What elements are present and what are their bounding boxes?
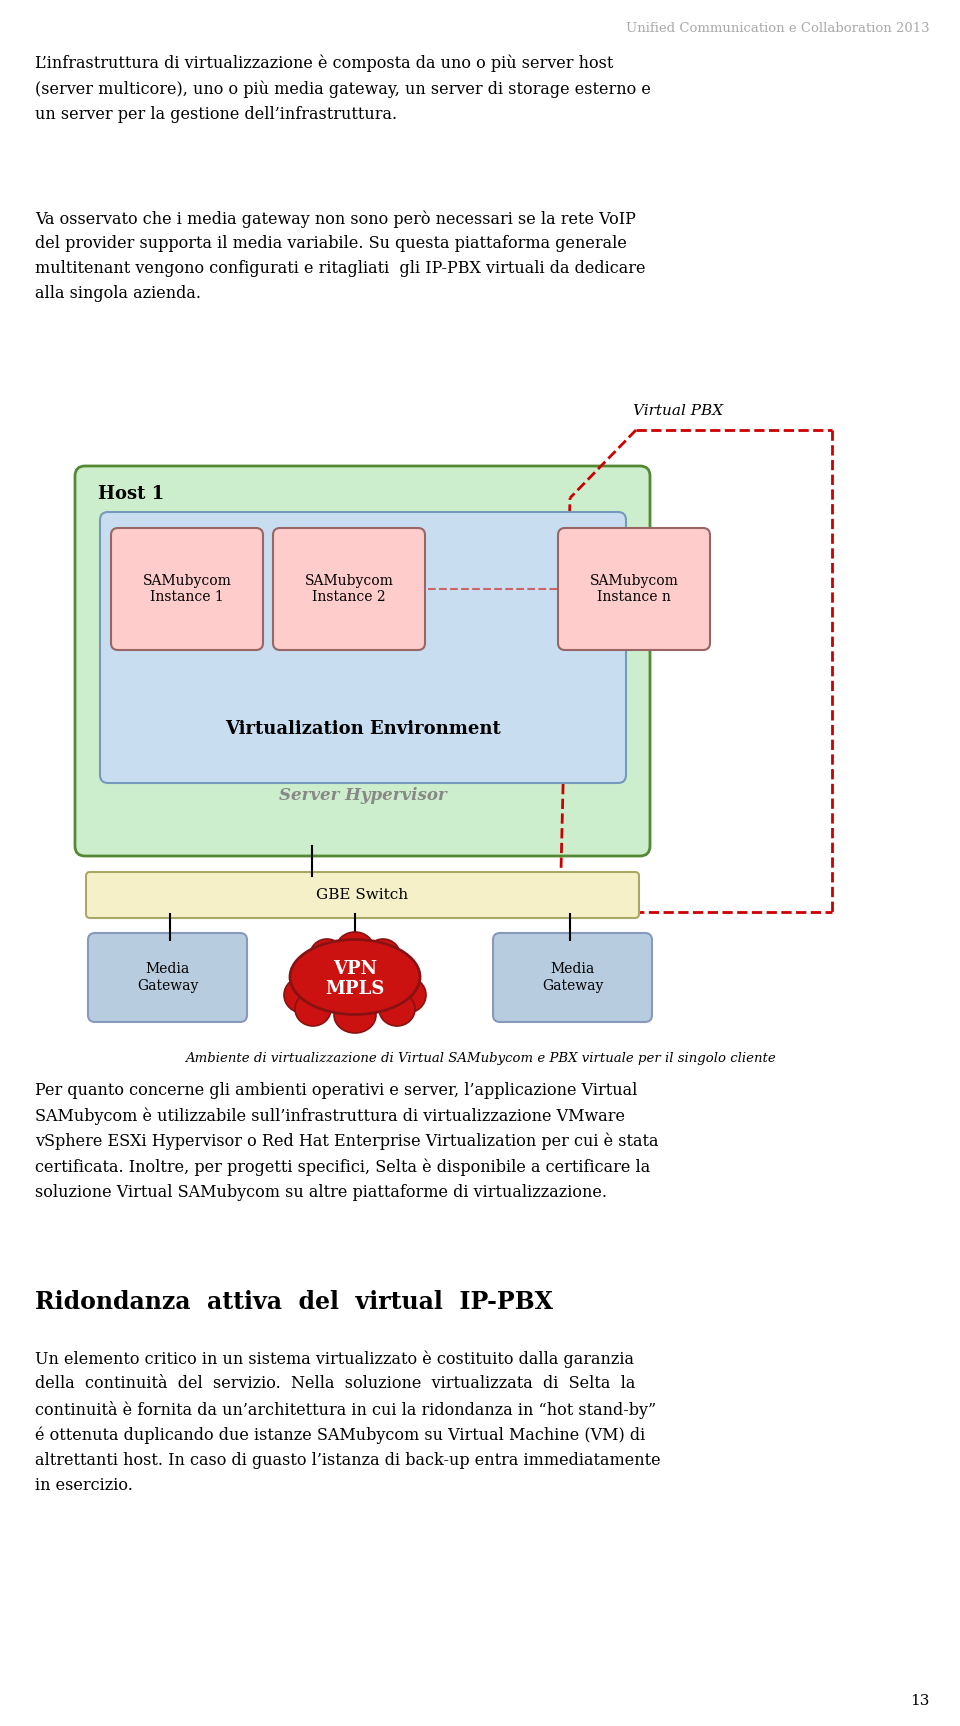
FancyBboxPatch shape [111, 528, 263, 651]
Text: Virtualization Environment: Virtualization Environment [226, 720, 501, 739]
Text: VPN
MPLS: VPN MPLS [325, 960, 385, 998]
Text: SAMubycom
Instance 1: SAMubycom Instance 1 [143, 575, 231, 604]
Text: Un elemento critico in un sistema virtualizzato è costituito dalla garanzia
dell: Un elemento critico in un sistema virtua… [35, 1350, 660, 1495]
Text: Media
Gateway: Media Gateway [541, 963, 603, 992]
FancyBboxPatch shape [493, 934, 652, 1022]
Text: Ridondanza  attiva  del  virtual  IP-PBX: Ridondanza attiva del virtual IP-PBX [35, 1289, 553, 1313]
Ellipse shape [295, 992, 331, 1025]
Text: Ambiente di virtualizzazione di Virtual SAMubycom e PBX virtuale per il singolo : Ambiente di virtualizzazione di Virtual … [184, 1053, 776, 1065]
Text: SAMubycom
Instance 2: SAMubycom Instance 2 [304, 575, 394, 604]
FancyBboxPatch shape [100, 513, 626, 784]
FancyBboxPatch shape [86, 872, 639, 918]
Text: Host 1: Host 1 [98, 485, 164, 502]
Ellipse shape [388, 977, 426, 1013]
Text: L’infrastruttura di virtualizzazione è composta da uno o più server host
(server: L’infrastruttura di virtualizzazione è c… [35, 55, 651, 123]
Text: Media
Gateway: Media Gateway [137, 963, 198, 992]
Ellipse shape [284, 977, 322, 1013]
Text: Per quanto concerne gli ambienti operativi e server, l’applicazione Virtual
SAMu: Per quanto concerne gli ambienti operati… [35, 1082, 659, 1201]
Ellipse shape [379, 992, 415, 1025]
Ellipse shape [310, 939, 344, 972]
Ellipse shape [336, 932, 374, 967]
FancyBboxPatch shape [558, 528, 710, 651]
Text: GBE Switch: GBE Switch [317, 887, 409, 903]
Ellipse shape [366, 939, 400, 972]
Text: Va osservato che i media gateway non sono però necessari se la rete VoIP
del pro: Va osservato che i media gateway non son… [35, 211, 645, 302]
Ellipse shape [290, 939, 420, 1015]
Text: Server Hypervisor: Server Hypervisor [279, 787, 446, 804]
Text: Virtual PBX: Virtual PBX [633, 404, 723, 418]
FancyBboxPatch shape [273, 528, 425, 651]
Text: 13: 13 [911, 1693, 930, 1709]
FancyBboxPatch shape [88, 934, 247, 1022]
Text: Unified Communication e Collaboration 2013: Unified Communication e Collaboration 20… [626, 22, 930, 35]
Text: SAMubycom
Instance n: SAMubycom Instance n [589, 575, 679, 604]
FancyBboxPatch shape [75, 466, 650, 856]
Ellipse shape [334, 998, 376, 1032]
